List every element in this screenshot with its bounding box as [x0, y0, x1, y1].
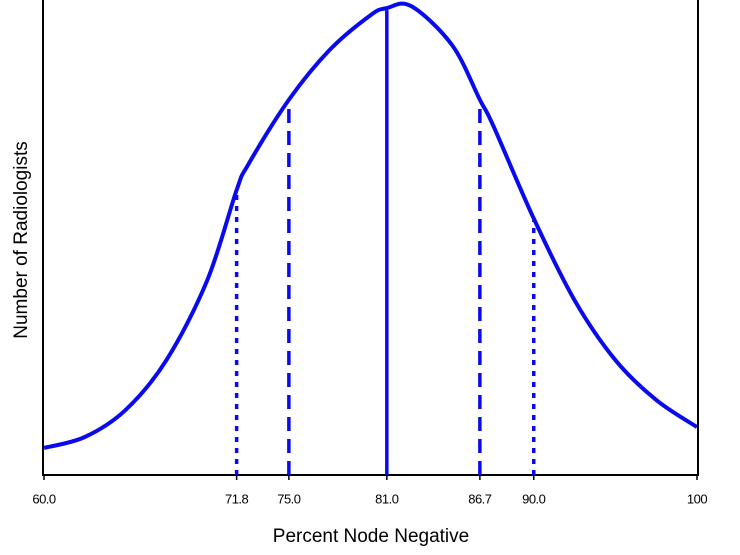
y-axis-title: Number of Radiologists: [11, 141, 32, 338]
x-tick-label: 60.0: [32, 491, 56, 506]
x-tick-label: 71.8: [225, 491, 249, 506]
curve: [43, 1, 699, 450]
x-tick-label: 86.7: [468, 491, 492, 506]
x-tick-label: 75.0: [277, 491, 301, 506]
x-tick-label: 90.0: [522, 491, 546, 506]
x-tick-label: 100: [687, 491, 707, 506]
x-tick-label: 81.0: [375, 491, 399, 506]
x-axis-title: Percent Node Negative: [273, 526, 469, 547]
